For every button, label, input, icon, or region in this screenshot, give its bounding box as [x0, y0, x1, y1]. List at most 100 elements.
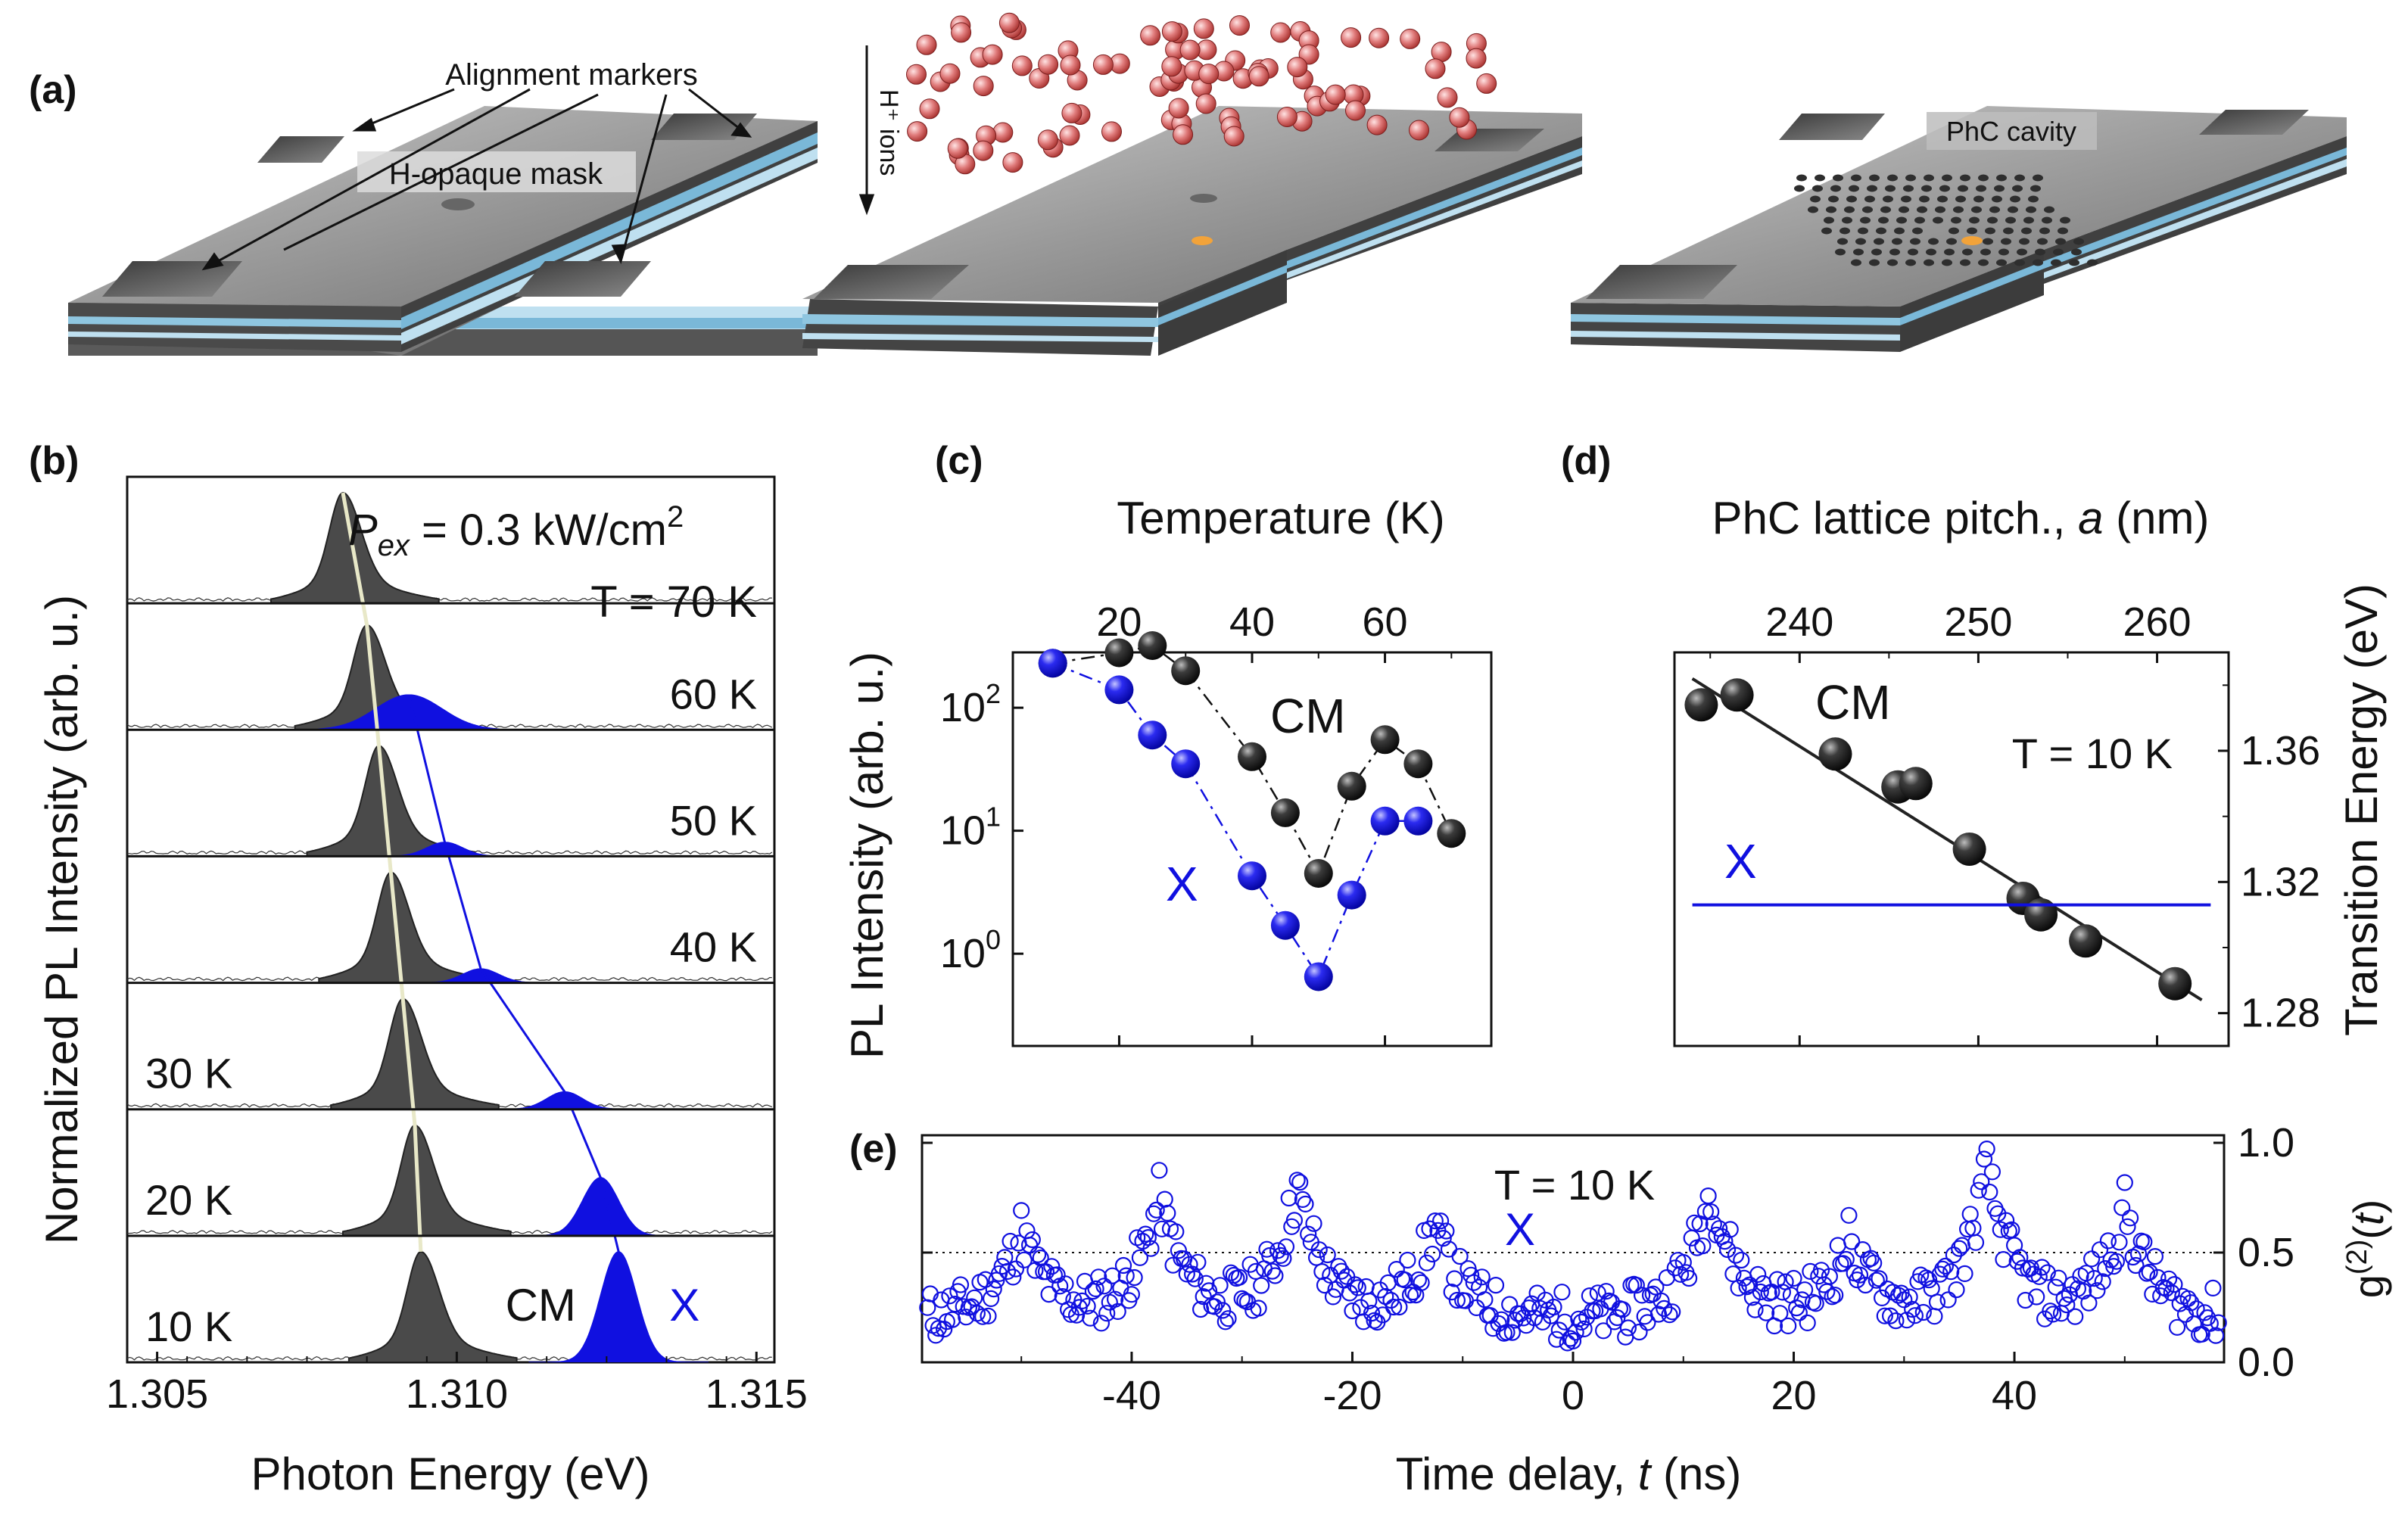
phc-hole: [2014, 174, 2025, 182]
hydrogen-ion: [1325, 84, 1346, 105]
panel-b-label: (b): [29, 439, 79, 483]
panel-e-data-point: [1344, 1302, 1361, 1320]
panel-e-data-point: [1948, 1281, 1965, 1299]
panel-e-data-point: [1733, 1251, 1750, 1269]
panel-e-data-point: [1013, 1202, 1030, 1219]
panel-e-data-point: [1040, 1285, 1058, 1303]
phc-hole: [1946, 238, 1957, 245]
phc-hole: [1826, 206, 1836, 213]
panel-e-ytick-label: 0.0: [2238, 1340, 2294, 1385]
hydrogen-ion: [951, 22, 972, 43]
panel-e-data-point: [1214, 1302, 1232, 1319]
panel-e-data-point: [1272, 1247, 1289, 1265]
phc-hole: [1815, 174, 1825, 182]
panel-e-data-point: [1247, 1262, 1265, 1281]
phc-hole: [1833, 174, 1843, 182]
panel-e-data-point: [1807, 1295, 1824, 1312]
panel-e-data-point: [1973, 1173, 1990, 1191]
panel-e-xtick-label: -20: [1322, 1373, 1382, 1418]
panel-e-data-point: [1914, 1303, 1932, 1321]
panel-e-data-point: [1658, 1268, 1675, 1287]
panel-e-data-point: [2077, 1265, 2095, 1282]
phc-hole: [2021, 227, 2032, 235]
phc-hole: [2044, 206, 2054, 213]
phc-hole: [2073, 238, 2084, 245]
phc-hole: [2005, 216, 2016, 224]
panel-e-data-point: [2067, 1308, 2084, 1325]
panel-d-xlabel: PhC lattice pitch., a (nm): [1712, 493, 2210, 543]
phc-hole: [2001, 238, 2011, 245]
hydrogen-ion: [992, 122, 1014, 143]
panel-e-data-point: [1123, 1286, 1141, 1303]
panel-e-data-point: [1037, 1263, 1055, 1281]
hydrogen-ion: [1092, 54, 1114, 75]
panel-e-data-point: [1250, 1299, 1267, 1317]
hydrogen-ion: [1198, 64, 1220, 85]
panel-e-data-point: [1473, 1268, 1491, 1286]
panel-e-data-point: [1967, 1234, 1985, 1251]
panel-c-data-point: [1370, 725, 1400, 755]
panel-e-data-point: [1106, 1290, 1124, 1308]
panel-c-data-point: [1403, 749, 1433, 779]
panel-b-axes: 60 K 50 K 40 K 30 K 20 K 10 K CM X 1.305 1.310 1.3…: [106, 602, 808, 1417]
panel-e-data-point: [1628, 1276, 1645, 1294]
phc-hole: [2012, 185, 2023, 192]
panel-e-data-point: [2030, 1268, 2048, 1285]
panel-e-data-point: [1198, 1275, 1215, 1292]
hydrogen-ion: [1276, 107, 1297, 127]
panel-e-data-point: [1388, 1260, 1405, 1278]
hydrogen-ion: [1449, 107, 1470, 128]
phc-hole: [1935, 206, 1945, 213]
alignment-marker-1: [257, 136, 344, 163]
phc-hole: [2028, 195, 2039, 203]
panel-e-data-point: [1749, 1265, 1767, 1284]
panel-e-data-point: [1186, 1270, 1204, 1287]
panel-e-data-point: [2042, 1303, 2059, 1320]
hydrogen-ion: [1287, 57, 1308, 78]
panel-e-data-point: [1774, 1284, 1791, 1301]
phc-hole: [2039, 227, 2050, 235]
panel-c-data-point: [1270, 798, 1300, 827]
panel-c-data-point: [1403, 806, 1433, 836]
phc-hole: [1910, 238, 1920, 245]
panel-e-data-point: [1871, 1270, 1888, 1287]
panel-e-data-point: [1424, 1245, 1441, 1263]
hydrogen-ion: [1369, 27, 1390, 48]
panel-e-data-point: [1790, 1304, 1808, 1321]
panel-e-data-point: [1206, 1298, 1223, 1315]
panel-e-data-point: [1746, 1301, 1764, 1318]
panel-e-data-point: [2050, 1269, 2067, 1287]
panel-c-data-point: [1038, 649, 1067, 678]
hydrogen-ion: [1476, 73, 1497, 94]
panel-e-data-point: [2111, 1234, 2128, 1251]
panel-c-data-point: [1337, 880, 1366, 910]
hydrogen-ion: [1229, 15, 1250, 36]
panel-e-data-point: [1827, 1287, 1844, 1304]
panel-e-data-point: [982, 1290, 1000, 1308]
mask-label: H-opaque mask: [389, 157, 603, 191]
panel-e-data-point: [1771, 1305, 1789, 1322]
panel-e-data-point: [2119, 1218, 2136, 1235]
panel-c-data-point: [1304, 859, 1333, 888]
panel-e-data-point: [2047, 1278, 2064, 1296]
phc-hole: [1928, 238, 1939, 245]
panel-e-data-point: [1346, 1276, 1364, 1293]
phc-hole: [2042, 216, 2052, 224]
phc-hole: [1887, 259, 1898, 266]
panel-e-data-point: [1920, 1271, 1938, 1289]
panel-e-data-point: [1391, 1298, 1408, 1316]
panel-d-label: (d): [1561, 439, 1611, 483]
phc-hole: [1844, 206, 1855, 213]
hydrogen-ion: [1140, 25, 1161, 46]
panel-e-data-point: [2080, 1294, 2098, 1312]
panel-e-data-point: [1567, 1324, 1584, 1341]
panel-e-data-point: [1857, 1276, 1874, 1294]
panel-e-data-point: [1266, 1267, 1284, 1284]
panel-e-data-point: [1730, 1279, 1747, 1297]
phc-hole: [1926, 248, 1936, 256]
panel-e-data-point: [1992, 1221, 2009, 1238]
phc-hole: [2030, 185, 2041, 192]
panel-e-data-point: [974, 1308, 992, 1325]
panel-e-data-point: [2003, 1221, 2020, 1239]
panel-e-data-point: [1520, 1299, 1537, 1317]
